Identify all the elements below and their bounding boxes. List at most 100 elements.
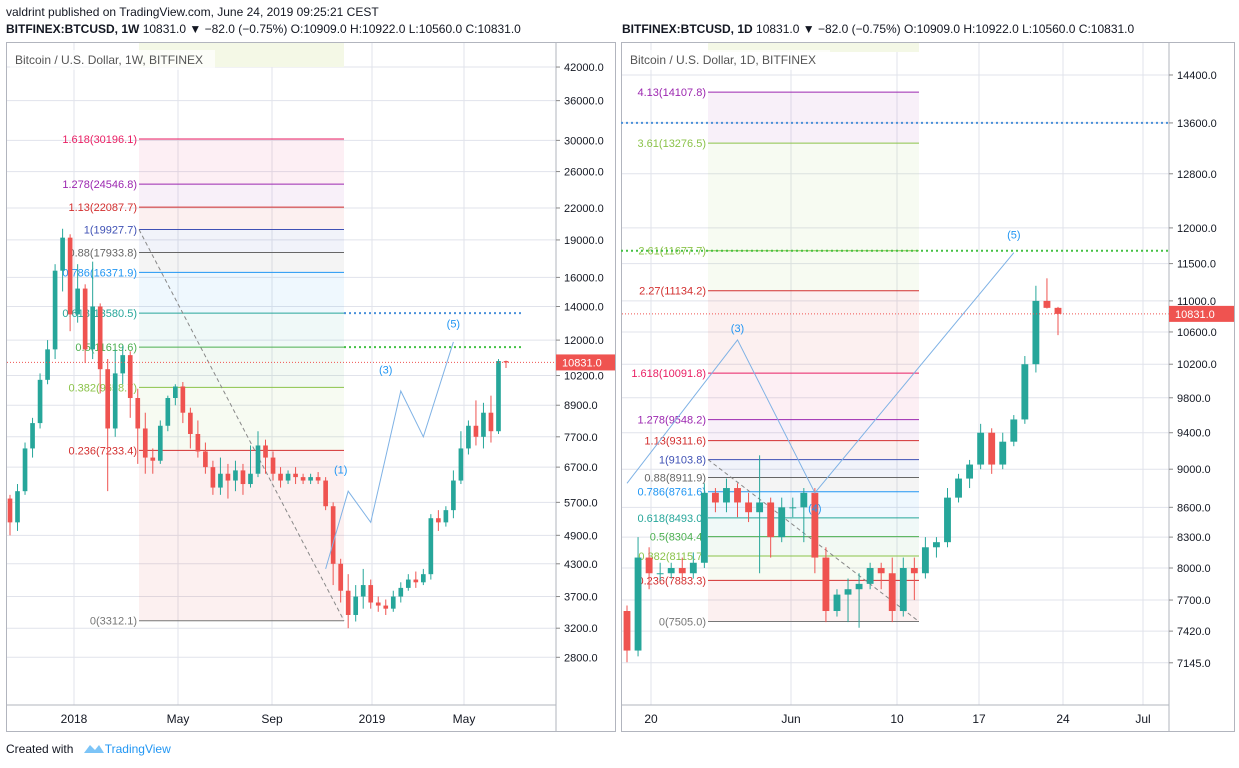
candle-body — [667, 567, 675, 574]
fib-zone — [708, 290, 919, 374]
price-tick-label: 14000.0 — [564, 301, 604, 313]
trend-line — [138, 229, 345, 621]
candle-body — [52, 270, 58, 350]
tradingview-logo[interactable]: TradingView — [83, 742, 171, 756]
price-tick-label: 14400.0 — [1177, 70, 1217, 82]
fib-zone — [139, 184, 344, 208]
candle-body — [150, 457, 156, 461]
candle-body — [428, 518, 434, 575]
price-tick-label: 8600.0 — [1177, 502, 1211, 514]
price-tick-label: 9800.0 — [1177, 393, 1211, 405]
price-tick-label: 8300.0 — [1177, 532, 1211, 544]
fib-level-label: 0.236(7233.4) — [69, 445, 138, 457]
candle-body — [496, 361, 501, 432]
fib-zone — [708, 43, 919, 52]
tradingview-icon — [83, 745, 104, 753]
fib-level-label: 0.618(8493.0) — [638, 513, 707, 525]
fib-zone — [708, 459, 919, 478]
candle-body — [999, 441, 1007, 465]
candle-body — [1043, 300, 1051, 308]
candle-body — [723, 488, 730, 503]
fib-level-label: 0.786(8761.6) — [638, 487, 707, 499]
price-tick-label: 11500.0 — [1177, 259, 1216, 271]
fib-level-label: 4.13(14107.8) — [638, 87, 707, 99]
price-tick-label: 8900.0 — [564, 400, 598, 412]
candle-body — [135, 398, 141, 429]
candle-body — [466, 425, 471, 449]
fib-level-label: 1(19927.7) — [84, 225, 137, 237]
fib-zone — [139, 252, 344, 273]
price-tick-label: 3700.0 — [564, 592, 598, 604]
candle-body — [955, 478, 962, 498]
price-tick-label: 10200.0 — [564, 371, 604, 383]
wave-label: (3) — [379, 364, 392, 376]
chart-title: Bitcoin / U.S. Dollar, 1D, BITFINEX — [630, 53, 816, 67]
left-ohlc: 10831.0 ▼ −82.0 (−0.75%) O:10909.0 H:109… — [142, 22, 521, 36]
title-backdrop — [625, 50, 830, 70]
wave-label: (5) — [1007, 229, 1020, 241]
candle-body — [330, 506, 336, 564]
weekly-chart[interactable]: 1.618(30196.1) 1.278(24546.8) 1.13(22087.7… — [6, 42, 616, 732]
candle-body — [503, 361, 509, 363]
candle-body — [225, 473, 231, 481]
fib-zone — [708, 250, 919, 291]
price-tick-label: 8000.0 — [1177, 563, 1211, 575]
candle-body — [90, 306, 95, 350]
candle-body — [7, 498, 13, 523]
candle-body — [977, 432, 985, 465]
last-price-tag — [1169, 305, 1234, 322]
price-tick-label: 12000.0 — [564, 335, 604, 347]
candle-body — [944, 497, 951, 543]
fib-zone — [139, 272, 344, 314]
candle-body — [451, 480, 456, 511]
candle-body — [353, 596, 359, 615]
fib-level-label: 3.61(13276.5) — [638, 138, 707, 150]
candle-body — [645, 557, 653, 574]
candle-body — [390, 596, 396, 609]
fib-zone — [708, 143, 919, 251]
time-tick-label: May — [167, 712, 190, 726]
candle-body — [375, 602, 381, 606]
candle-body — [15, 491, 20, 523]
elliott-wave-path — [325, 341, 454, 570]
candle-body — [734, 488, 741, 503]
candle-body — [488, 412, 494, 432]
candle-body — [383, 605, 389, 609]
candle-body — [338, 563, 343, 591]
price-tick-label: 10600.0 — [1177, 327, 1217, 339]
wave-label: (3) — [731, 323, 744, 335]
candle-body — [195, 433, 201, 452]
candle-body — [966, 464, 974, 479]
candle-body — [933, 542, 940, 548]
candle-body — [711, 492, 719, 503]
candle-body — [656, 573, 664, 575]
candle-body — [888, 573, 896, 612]
candle-body — [165, 398, 171, 426]
candle-body — [248, 473, 253, 485]
price-tick-label: 5700.0 — [564, 497, 598, 509]
candle-body — [1032, 300, 1040, 365]
fib-level-label: 0.236(7883.3) — [638, 575, 707, 587]
fib-level-label: 1.278(9548.2) — [638, 415, 707, 427]
daily-chart[interactable]: 4.13(14107.8)3.61(13276.5)2.61(11677.7)2… — [621, 42, 1235, 732]
fib-zone — [708, 477, 919, 492]
fib-level-label: 1.13(9311.6) — [644, 436, 706, 448]
fib-zone — [139, 229, 344, 253]
candle-body — [689, 562, 697, 574]
candle-body — [700, 492, 708, 563]
time-tick-label: 10 — [890, 712, 904, 726]
price-tick-label: 16000.0 — [564, 272, 604, 284]
candle-body — [300, 477, 306, 481]
candle-body — [855, 583, 863, 590]
candle-body — [270, 457, 276, 474]
candle-body — [210, 467, 216, 488]
price-tick-label: 30000.0 — [564, 135, 604, 147]
candle-body — [345, 590, 351, 615]
candle-body — [988, 432, 996, 465]
candle-body — [75, 288, 80, 315]
fib-level-label: 0.382(9658.7) — [69, 382, 138, 394]
candle-body — [634, 557, 642, 651]
candle-body — [778, 507, 786, 538]
price-tick-label: 36000.0 — [564, 96, 604, 108]
fib-level-label: 1.13(22087.7) — [69, 202, 138, 214]
